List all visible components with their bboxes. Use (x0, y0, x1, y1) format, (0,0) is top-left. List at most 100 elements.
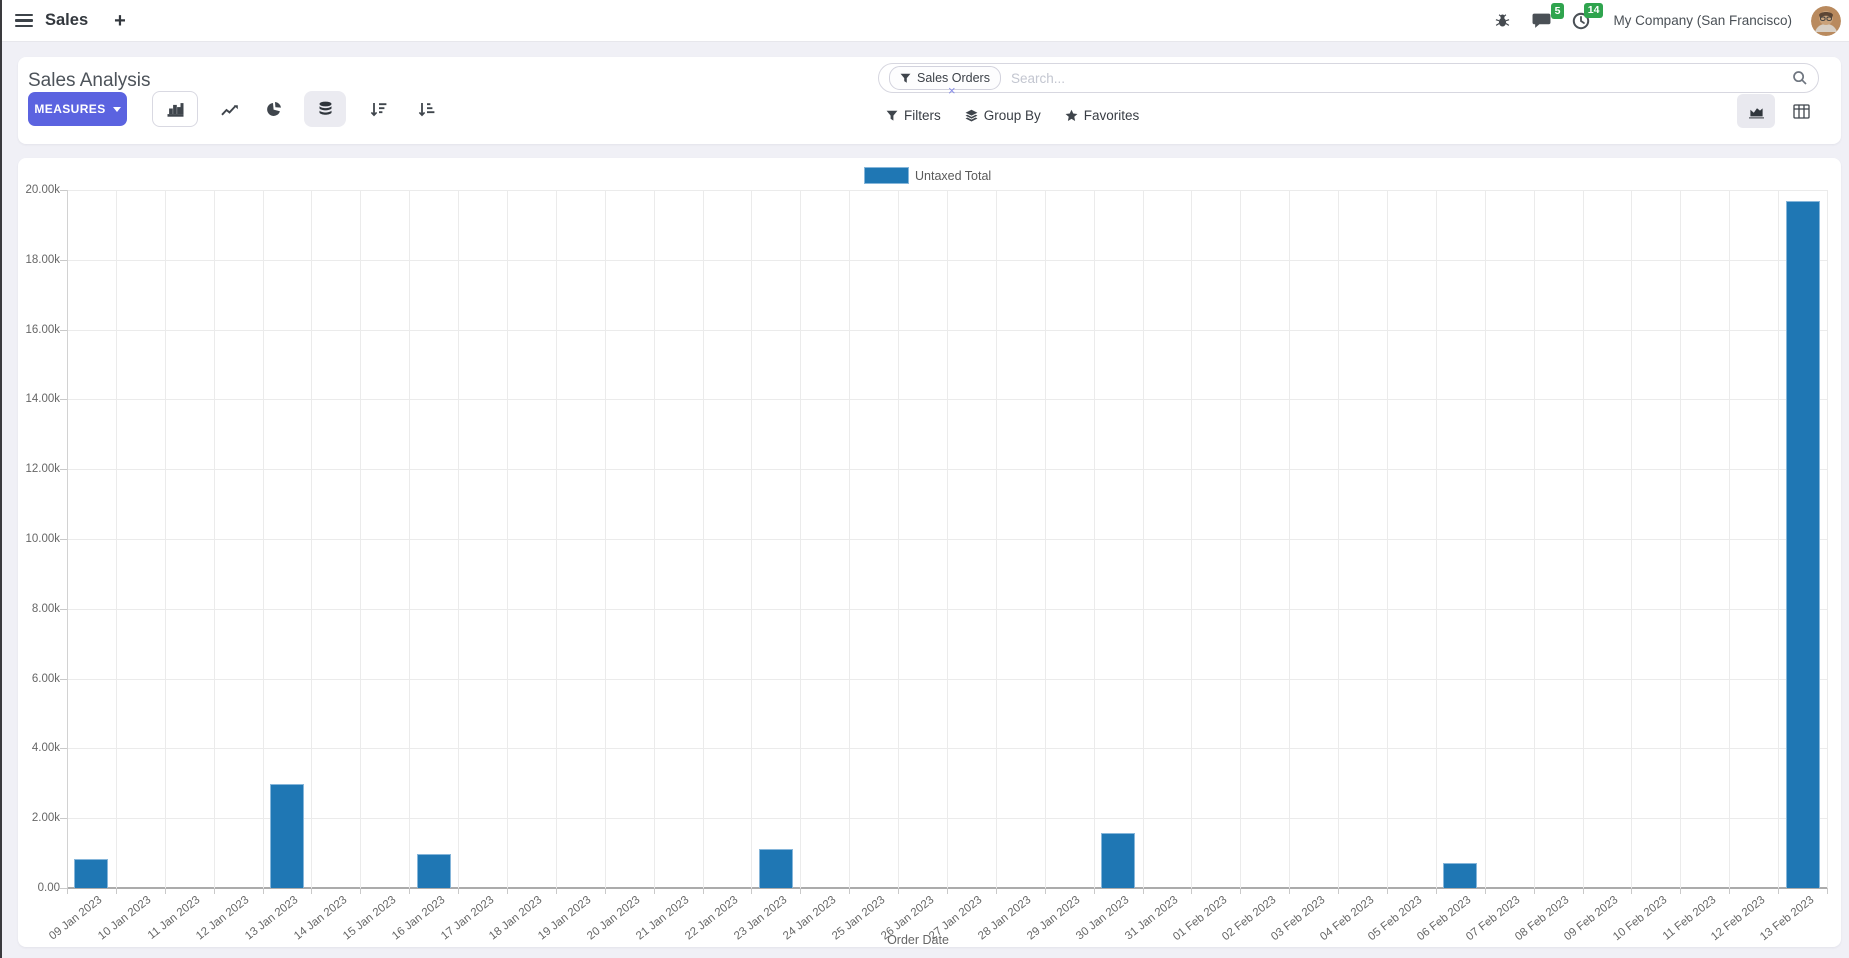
y-axis-tick (60, 260, 67, 261)
search-icon[interactable] (1792, 70, 1808, 86)
x-axis-tick (1729, 888, 1730, 894)
gridline-vertical (849, 190, 850, 888)
x-axis-tick (1631, 888, 1632, 894)
chart-legend[interactable]: Untaxed Total (864, 167, 991, 184)
messages-icon[interactable]: 5 (1530, 3, 1565, 31)
graph-view: Untaxed Total 0.00 2.00k 4.00k 6.00k 8.00k 10… (18, 158, 1841, 947)
debug-bug-icon[interactable] (1492, 10, 1513, 31)
x-axis-label: 13 Feb 2023 (1758, 894, 1817, 944)
activities-clock-icon[interactable]: 14 (1570, 2, 1604, 32)
y-axis-label: 2.00k (31, 811, 60, 824)
search-menus: Filters Group By Favorites (886, 108, 1139, 123)
stacked-toggle-button[interactable] (304, 91, 346, 127)
y-axis-label: 10.00k (25, 532, 60, 545)
gridline-vertical (1485, 190, 1486, 888)
y-axis-tick (60, 679, 67, 680)
company-name[interactable]: My Company (San Francisco) (1613, 13, 1792, 28)
x-axis-tick (263, 888, 264, 894)
x-axis-label: 09 Jan 2023 (47, 894, 105, 943)
favorites-menu[interactable]: Favorites (1065, 108, 1140, 123)
user-avatar[interactable] (1811, 5, 1841, 36)
line-chart-view-button[interactable] (212, 91, 248, 127)
x-axis-label: 22 Jan 2023 (683, 894, 741, 943)
graph-view-switch-button[interactable] (1737, 94, 1775, 128)
sort-ascending-button[interactable] (408, 91, 444, 127)
facet-label: Sales Orders (917, 71, 990, 85)
x-axis-label: 12 Feb 2023 (1709, 894, 1768, 944)
y-axis-tick (60, 539, 67, 540)
x-axis-tick (751, 888, 752, 894)
x-axis-label: 10 Jan 2023 (96, 894, 154, 943)
gridline-vertical (1534, 190, 1535, 888)
y-axis-tick (60, 748, 67, 749)
x-axis-label: 30 Jan 2023 (1074, 894, 1132, 943)
x-axis-tick (605, 888, 606, 894)
x-axis-tick (849, 888, 850, 894)
x-axis-tick (409, 888, 410, 894)
x-axis-tick (458, 888, 459, 894)
pivot-view-switch-button[interactable] (1782, 94, 1820, 128)
x-axis-tick (1240, 888, 1241, 894)
bar-chart-icon (167, 102, 183, 117)
x-axis-label: 25 Jan 2023 (830, 894, 888, 943)
bar-untaxed-total (417, 854, 451, 888)
new-plus-button[interactable]: + (110, 11, 130, 31)
x-axis-label: 15 Jan 2023 (341, 894, 399, 943)
filters-menu[interactable]: Filters (886, 108, 941, 123)
x-axis-tick (116, 888, 117, 894)
gridline-vertical (1778, 190, 1779, 888)
x-axis-tick (947, 888, 948, 894)
gridline-vertical (1387, 190, 1388, 888)
area-chart-icon (1748, 107, 1764, 118)
x-axis-tick (1387, 888, 1388, 894)
sort-descending-button[interactable] (360, 91, 396, 127)
search-facet-sales-orders[interactable]: Sales Orders (889, 66, 1001, 90)
search-input[interactable]: Sales Orders Search... (878, 63, 1819, 93)
screen-left-edge (0, 0, 2, 958)
x-axis-label: 23 Jan 2023 (732, 894, 790, 943)
top-navbar: Sales + 5 14 My Company (San Francisco) (0, 0, 1849, 42)
x-axis-label: 06 Feb 2023 (1415, 894, 1474, 944)
apps-menu-icon[interactable] (12, 9, 36, 33)
app-name[interactable]: Sales (45, 11, 89, 29)
gridline-vertical (898, 190, 899, 888)
gridline-vertical (556, 190, 557, 888)
facet-remove-icon[interactable]: × (948, 83, 956, 98)
x-axis-tick (1289, 888, 1290, 894)
group-by-menu[interactable]: Group By (965, 108, 1041, 123)
activities-count-badge: 14 (1583, 2, 1604, 19)
gridline-vertical (360, 190, 361, 888)
x-axis-tick (1143, 888, 1144, 894)
gridline-vertical (1338, 190, 1339, 888)
bar-untaxed-total (1101, 833, 1135, 888)
x-axis-tick (996, 888, 997, 894)
x-axis-label: 09 Feb 2023 (1562, 894, 1621, 944)
y-axis-label: 16.00k (25, 323, 60, 336)
favorites-label: Favorites (1083, 108, 1140, 123)
measures-label: MEASURES (34, 102, 106, 116)
gridline-vertical (263, 190, 264, 888)
y-axis-tick (60, 609, 67, 610)
y-axis-label: 6.00k (31, 672, 60, 685)
measures-button[interactable]: MEASURES (28, 92, 127, 126)
bar-chart-view-button[interactable] (152, 91, 198, 127)
y-axis-label: 20.00k (25, 183, 60, 196)
bar-untaxed-total (74, 859, 108, 888)
pie-chart-view-button[interactable] (256, 91, 292, 127)
gridline-vertical (751, 190, 752, 888)
y-axis-label: 8.00k (31, 602, 60, 615)
bar-untaxed-total (1786, 201, 1820, 888)
gridline-vertical (1827, 190, 1828, 888)
x-axis-label: 13 Jan 2023 (243, 894, 301, 943)
gridline-vertical (947, 190, 948, 888)
gridline-vertical (1045, 190, 1046, 888)
x-axis-tick (67, 888, 68, 894)
x-axis-label: 16 Jan 2023 (390, 894, 448, 943)
chevron-down-icon (112, 106, 121, 112)
x-axis-label: 02 Feb 2023 (1220, 894, 1279, 944)
x-axis-tick (1534, 888, 1535, 894)
y-axis-label: 14.00k (25, 392, 60, 405)
x-axis-label: 01 Feb 2023 (1171, 894, 1230, 944)
gridline-vertical (116, 190, 117, 888)
y-axis-tick (60, 888, 67, 889)
